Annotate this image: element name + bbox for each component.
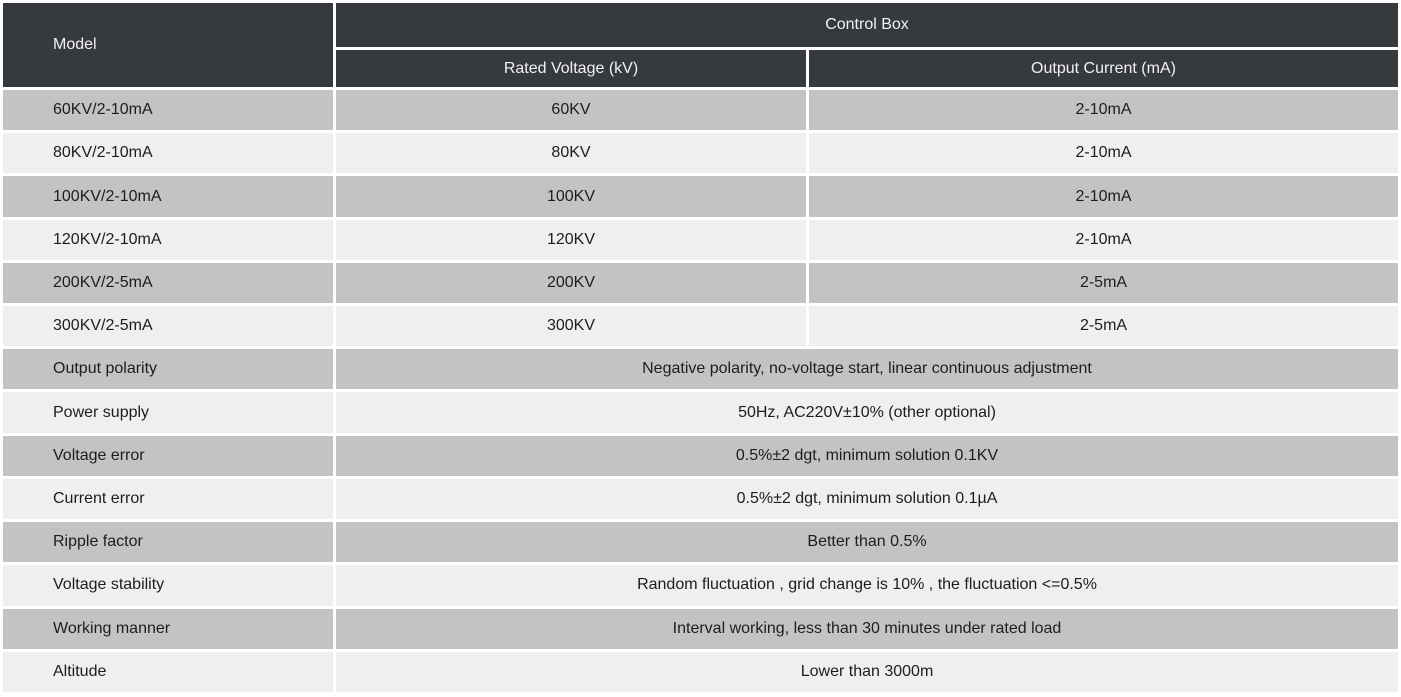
output-current-cell: 2-10mA [809,219,1398,260]
model-table-row: 300KV/2-5mA 300KV 2-5mA [3,306,1398,347]
model-table-row: 120KV/2-10mA 120KV 2-10mA [3,219,1398,260]
spec-value-cell: Lower than 3000m [336,651,1398,692]
spec-table-row: Current error 0.5%±2 dgt, minimum soluti… [3,478,1398,520]
model-table-row: 200KV/2-5mA 200KV 2-5mA [3,262,1398,304]
output-current-cell: 2-10mA [809,90,1398,131]
spec-label-cell: Ripple factor [3,522,333,563]
model-name-cell: 120KV/2-10mA [3,219,333,260]
rated-voltage-cell: 60KV [336,90,806,131]
spec-label-cell: Current error [3,478,333,520]
rated-voltage-cell: 200KV [336,262,806,304]
spec-value-cell: 50Hz, AC220V±10% (other optional) [336,392,1398,433]
model-name-cell: 200KV/2-5mA [3,262,333,304]
spec-value-cell: Random fluctuation , grid change is 10% … [336,565,1398,606]
spec-value-cell: Interval working, less than 30 minutes u… [336,608,1398,649]
rated-voltage-cell: 300KV [336,306,806,347]
output-current-column-header: Output Current (mA) [809,50,1398,87]
model-table-row: 80KV/2-10mA 80KV 2-10mA [3,133,1398,174]
spec-value-cell: Better than 0.5% [336,522,1398,563]
spec-label-cell: Voltage stability [3,565,333,606]
spec-value-cell: 0.5%±2 dgt, minimum solution 0.1µA [336,478,1398,520]
rated-voltage-column-header: Rated Voltage (kV) [336,50,806,87]
spec-table-row: Voltage stability Random fluctuation , g… [3,565,1398,606]
spec-table-row: Output polarity Negative polarity, no-vo… [3,349,1398,390]
spec-value-cell: Negative polarity, no-voltage start, lin… [336,349,1398,390]
spec-value-cell: 0.5%±2 dgt, minimum solution 0.1KV [336,435,1398,476]
spec-label-cell: Power supply [3,392,333,433]
spec-label-cell: Altitude [3,651,333,692]
spec-table-row: Power supply 50Hz, AC220V±10% (other opt… [3,392,1398,433]
output-current-cell: 2-10mA [809,176,1398,217]
model-name-cell: 80KV/2-10mA [3,133,333,174]
rated-voltage-cell: 100KV [336,176,806,217]
model-name-cell: 100KV/2-10mA [3,176,333,217]
spec-rows-section: Output polarity Negative polarity, no-vo… [3,349,1398,692]
model-table-row: 100KV/2-10mA 100KV 2-10mA [3,176,1398,217]
spec-table-row: Ripple factor Better than 0.5% [3,522,1398,563]
rated-voltage-cell: 80KV [336,133,806,174]
output-current-cell: 2-10mA [809,133,1398,174]
model-name-cell: 300KV/2-5mA [3,306,333,347]
spec-table-row: Working manner Interval working, less th… [3,608,1398,649]
table-header: Model Control Box Rated Voltage (kV) Out… [3,3,1398,87]
model-table-row: 60KV/2-10mA 60KV 2-10mA [3,90,1398,131]
spec-table-row: Altitude Lower than 3000m [3,651,1398,692]
control-box-group-header: Control Box [336,3,1398,47]
model-column-header: Model [3,3,333,87]
rated-voltage-cell: 120KV [336,219,806,260]
output-current-cell: 2-5mA [809,306,1398,347]
spec-label-cell: Output polarity [3,349,333,390]
spec-label-cell: Voltage error [3,435,333,476]
model-name-cell: 60KV/2-10mA [3,90,333,131]
model-rows-section: 60KV/2-10mA 60KV 2-10mA 80KV/2-10mA 80KV… [3,90,1398,347]
output-current-cell: 2-5mA [809,262,1398,304]
spec-label-cell: Working manner [3,608,333,649]
spec-table-row: Voltage error 0.5%±2 dgt, minimum soluti… [3,435,1398,476]
